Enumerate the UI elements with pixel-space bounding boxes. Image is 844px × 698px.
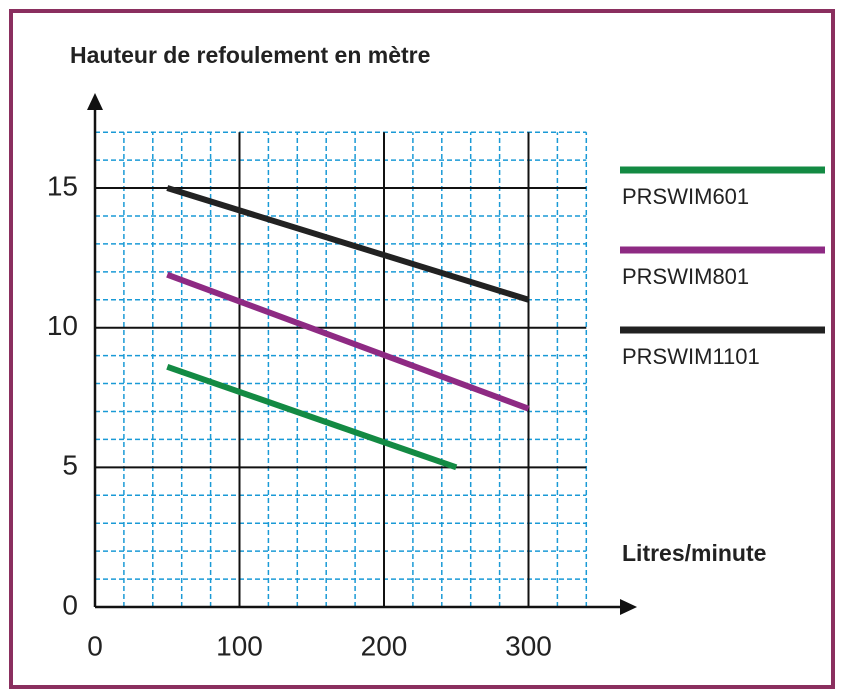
x-tick-label: 100 xyxy=(216,630,263,661)
series-line xyxy=(166,271,530,412)
series-line xyxy=(166,363,458,471)
x-tick-label: 200 xyxy=(361,630,408,661)
x-axis-title: Litres/minute xyxy=(622,540,766,566)
series-line xyxy=(166,185,530,303)
x-axis-arrow xyxy=(620,599,637,615)
y-tick-label: 15 xyxy=(47,170,78,201)
legend-label: PRSWIM801 xyxy=(622,264,749,289)
legend-label: PRSWIM1101 xyxy=(622,344,760,369)
frame xyxy=(9,9,835,689)
y-axis-arrow xyxy=(87,93,103,110)
x-tick-label: 300 xyxy=(505,630,552,661)
y-tick-label: 5 xyxy=(62,450,78,481)
y-axis-title: Hauteur de refoulement en mètre xyxy=(70,42,430,68)
y-tick-label: 10 xyxy=(47,310,78,341)
x-tick-label: 0 xyxy=(87,630,103,661)
legend-label: PRSWIM601 xyxy=(622,184,749,209)
y-tick-label: 0 xyxy=(62,589,78,620)
